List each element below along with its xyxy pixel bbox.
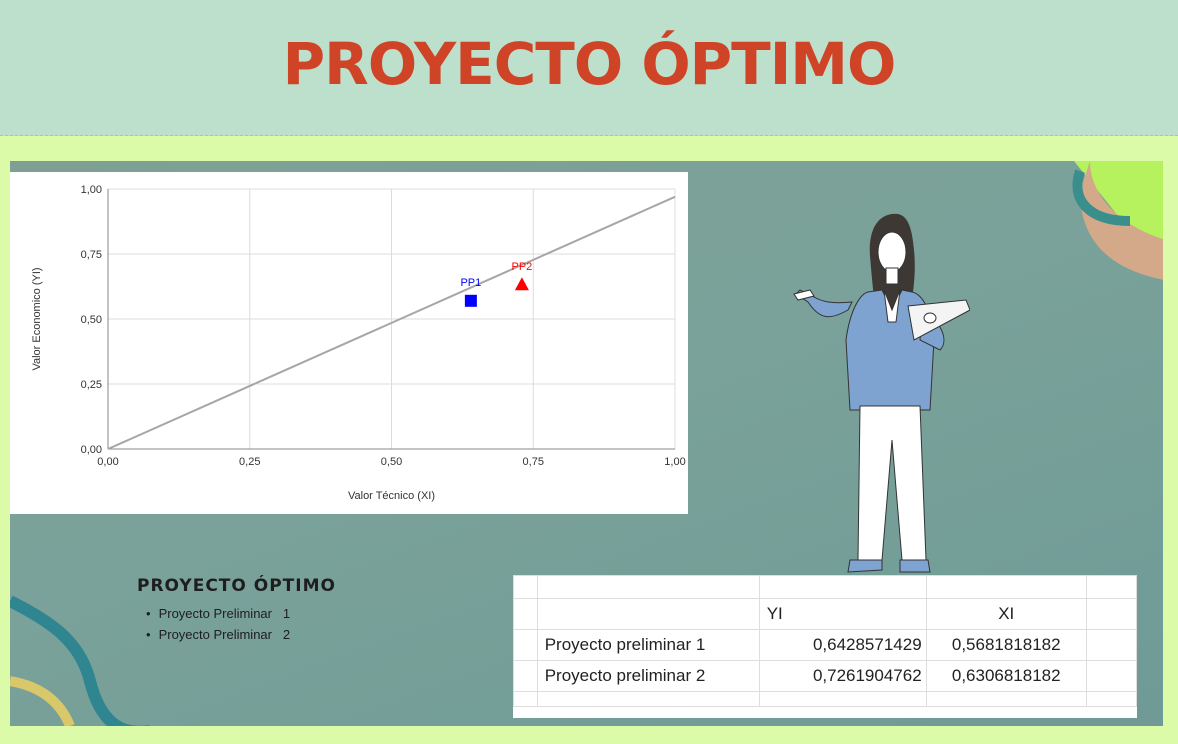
table-cell	[536, 598, 760, 630]
x-tick-label: 0,75	[523, 456, 544, 468]
results-table: YI XI Proyecto preliminar 1 0,6428571429…	[513, 575, 1138, 718]
table-header-row: YI XI	[513, 598, 1138, 630]
row-label: Proyecto preliminar 1	[536, 629, 760, 661]
data-point	[464, 294, 477, 307]
y-tick-label: 0,00	[81, 444, 102, 456]
x-axis-label: Valor Técnico (XI)	[348, 490, 435, 502]
x-tick-label: 0,00	[97, 456, 118, 468]
table-header-row	[513, 575, 1138, 599]
table-cell	[536, 575, 760, 599]
table-cell	[513, 598, 538, 630]
reference-line	[107, 195, 676, 450]
table-cell	[1085, 660, 1138, 692]
table-cell	[758, 691, 927, 707]
table-cell	[1085, 691, 1138, 707]
table-cell	[513, 691, 538, 707]
yi-value: 0,7261904762	[758, 660, 927, 692]
data-label: PP1	[460, 277, 481, 289]
table-cell	[536, 691, 760, 707]
row-label: Proyecto preliminar 2	[536, 660, 760, 692]
table-cell	[925, 691, 1087, 707]
table-cell	[925, 575, 1087, 599]
y-tick-label: 0,25	[81, 379, 102, 391]
yi-value: 0,6428571429	[758, 629, 927, 661]
businesswoman-illustration	[793, 213, 970, 573]
column-header-xi: XI	[925, 598, 1087, 630]
xi-value: 0,6306818182	[925, 660, 1087, 692]
table-cell	[513, 660, 538, 692]
table-cell	[1085, 598, 1138, 630]
table-cell	[513, 575, 538, 599]
table-row: Proyecto preliminar 1 0,6428571429 0,568…	[513, 629, 1138, 661]
notes-heading: PROYECTO ÓPTIMO	[137, 576, 336, 596]
slide-header: PROYECTO ÓPTIMO	[0, 0, 1178, 136]
notes-item: Proyecto Preliminar 1	[146, 603, 291, 624]
x-tick-label: 0,50	[381, 456, 402, 468]
decorative-corner-shapes	[10, 161, 1163, 726]
x-tick-label: 0,25	[239, 456, 260, 468]
x-tick-label: 1,00	[664, 456, 685, 468]
xi-value: 0,5681818182	[925, 629, 1087, 661]
data-point	[514, 277, 529, 291]
table-row	[513, 691, 1138, 707]
y-tick-label: 0,75	[81, 249, 102, 261]
table-cell	[1085, 629, 1138, 661]
notes-list: Proyecto Preliminar 1 Proyecto Prelimina…	[146, 603, 291, 645]
slide-title: PROYECTO ÓPTIMO	[282, 30, 897, 98]
notes-item: Proyecto Preliminar 2	[146, 624, 291, 645]
data-label: PP2	[512, 261, 533, 273]
scatter-chart: 0,00 0,00 0,25 0,25 0,50 0,50 0,75 0,75 1,00 1,00…	[10, 172, 688, 514]
y-tick-label: 0,50	[81, 314, 102, 326]
table-cell	[1085, 575, 1138, 599]
table-cell	[513, 629, 538, 661]
table-row: Proyecto preliminar 2 0,7261904762 0,630…	[513, 660, 1138, 692]
table-cell	[758, 575, 927, 599]
y-axis-label: Valor Economico (YI)	[31, 267, 43, 370]
column-header-yi: YI	[758, 598, 927, 630]
y-tick-label: 1,00	[81, 184, 102, 196]
